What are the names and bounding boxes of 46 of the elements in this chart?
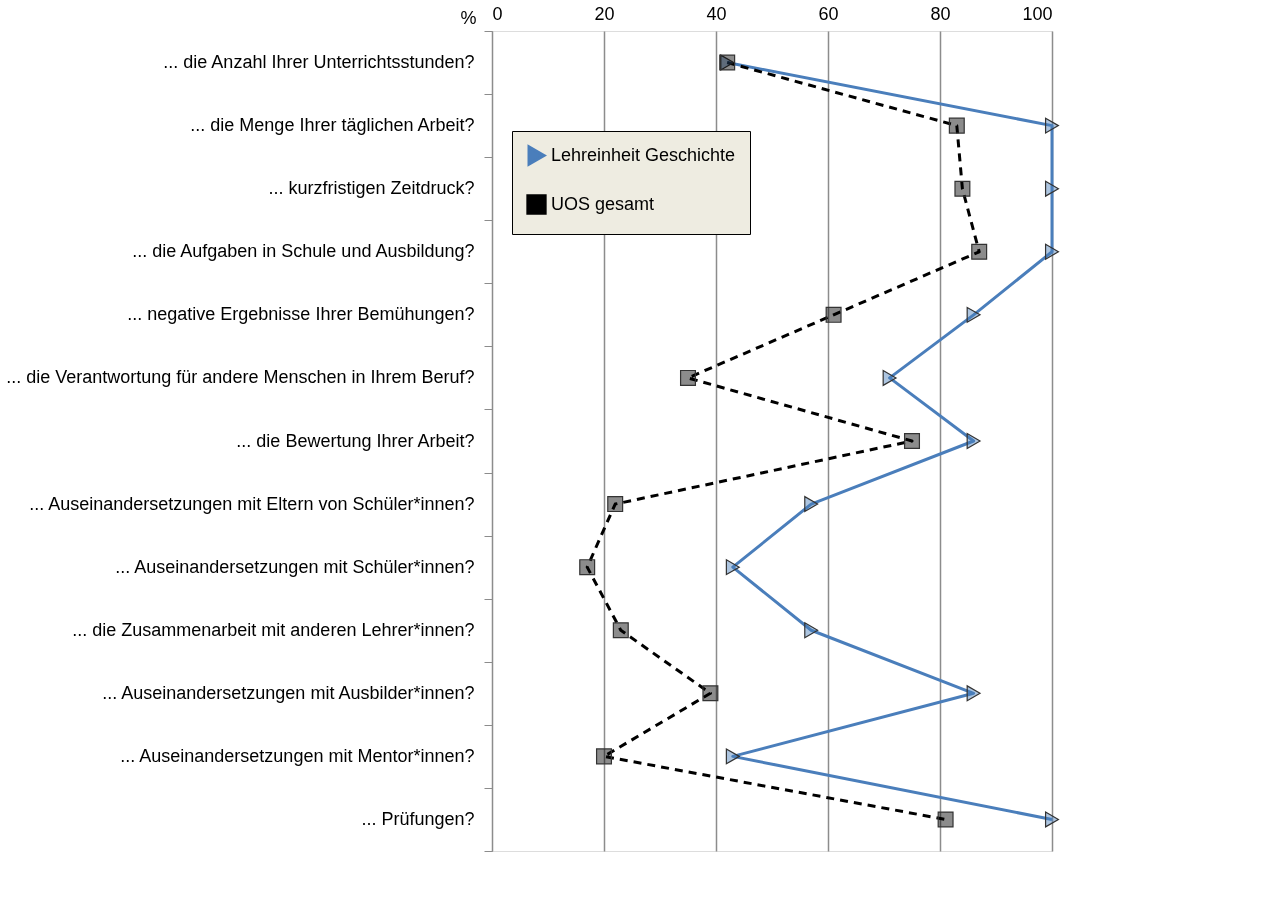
- x-tick-label: 100: [1022, 3, 1053, 24]
- point: [1044, 243, 1060, 260]
- x-tick-label: 80: [930, 3, 951, 24]
- point: [825, 306, 842, 323]
- point: [1044, 180, 1060, 197]
- point: [903, 432, 921, 450]
- point: [595, 748, 613, 765]
- y-tick-label: ... Prüfungen?: [361, 808, 475, 829]
- point: [804, 496, 819, 513]
- point: [937, 811, 954, 828]
- point: [725, 748, 740, 765]
- point: [579, 559, 596, 576]
- point: [607, 496, 624, 513]
- x-tick-label: 20: [594, 3, 615, 24]
- x-tick-label: 0: [492, 3, 503, 24]
- y-tick-label: ... kurzfristigen Zeitdruck?: [268, 178, 475, 199]
- point: [702, 685, 719, 702]
- y-tick-label: ... die Zusammenarbeit mit anderen Lehrer*innen?: [72, 619, 475, 640]
- legend-label: Lehreinheit Geschichte: [551, 144, 736, 165]
- y-tick-label: ... Auseinandersetzungen mit Eltern von Schüler*innen?: [29, 493, 475, 514]
- y-tick-label: ... negative Ergebnisse Ihrer Bemühungen?: [127, 304, 475, 325]
- y-tick-label: ... Auseinandersetzungen mit Ausbilder*innen?: [102, 682, 475, 703]
- x-tick-label: 60: [818, 3, 839, 24]
- y-tick-label: ... die Bewertung Ihrer Arbeit?: [236, 430, 475, 451]
- point: [1044, 811, 1060, 828]
- point: [679, 369, 697, 386]
- point: [966, 685, 981, 702]
- point: [971, 243, 988, 260]
- y-tick-label: ... Auseinandersetzungen mit Schüler*innen?: [115, 556, 475, 577]
- y-tick-label: ... die Menge Ihrer täglichen Arbeit?: [190, 115, 475, 136]
- point: [966, 432, 981, 450]
- point: [882, 369, 897, 386]
- y-tick-label: ... die Aufgaben in Schule und Ausbildung?: [132, 241, 475, 262]
- legend-label: UOS gesamt: [551, 193, 655, 214]
- y-tick-label: ... Auseinandersetzungen mit Mentor*innen?: [120, 745, 475, 766]
- point: [948, 117, 965, 134]
- point: [804, 622, 819, 639]
- x-axis-title: %: [460, 7, 477, 28]
- y-tick-label: ... die Verantwortung für andere Menschen in Ihrem Beruf?: [6, 367, 475, 388]
- point: [954, 180, 971, 197]
- point: [612, 622, 629, 639]
- point: [1044, 117, 1060, 134]
- x-tick-label: 40: [706, 3, 727, 24]
- point: [966, 306, 981, 323]
- point: [725, 559, 740, 576]
- y-tick-label: ... die Anzahl Ihrer Unterrichtsstunden?: [163, 52, 475, 73]
